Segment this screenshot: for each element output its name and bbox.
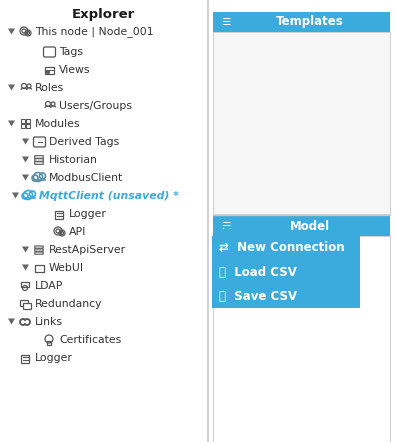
- Text: Modules: Modules: [35, 119, 81, 129]
- Text: ModbusClient: ModbusClient: [49, 173, 123, 183]
- FancyBboxPatch shape: [46, 70, 49, 73]
- Polygon shape: [8, 28, 15, 34]
- Text: Model: Model: [290, 220, 329, 232]
- Polygon shape: [8, 121, 15, 126]
- Text: Logger: Logger: [69, 209, 107, 219]
- Polygon shape: [22, 264, 29, 271]
- Text: ⤓  Save CSV: ⤓ Save CSV: [219, 290, 297, 302]
- Text: Redundancy: Redundancy: [35, 299, 102, 309]
- Text: Templates: Templates: [276, 15, 343, 28]
- Text: Views: Views: [59, 65, 90, 75]
- Text: ⇄  New Connection: ⇄ New Connection: [219, 241, 344, 255]
- Text: Derived Tags: Derived Tags: [49, 137, 119, 147]
- Bar: [213, 12, 390, 32]
- Text: API: API: [69, 227, 87, 237]
- Text: RestApiServer: RestApiServer: [49, 245, 126, 255]
- Polygon shape: [22, 247, 29, 252]
- Bar: [213, 236, 390, 442]
- Text: Historian: Historian: [49, 155, 98, 165]
- Bar: [213, 32, 390, 214]
- Text: Tags: Tags: [59, 47, 83, 57]
- Polygon shape: [22, 175, 29, 180]
- Text: WebUI: WebUI: [49, 263, 84, 273]
- Polygon shape: [218, 225, 236, 236]
- Polygon shape: [8, 319, 15, 324]
- Polygon shape: [12, 193, 19, 198]
- Polygon shape: [8, 84, 15, 91]
- Text: MqttClient (unsaved) *: MqttClient (unsaved) *: [39, 191, 179, 201]
- Text: ☰: ☰: [221, 221, 230, 231]
- Text: LDAP: LDAP: [35, 281, 63, 291]
- Text: This node | Node_001: This node | Node_001: [35, 27, 154, 38]
- Bar: [213, 216, 390, 236]
- Polygon shape: [22, 138, 29, 145]
- Text: Users/Groups: Users/Groups: [59, 101, 132, 111]
- Text: Explorer: Explorer: [72, 8, 135, 21]
- Text: ⤒  Load CSV: ⤒ Load CSV: [219, 266, 297, 278]
- Bar: [212, 236, 360, 308]
- FancyBboxPatch shape: [23, 303, 31, 309]
- Text: Roles: Roles: [35, 83, 64, 93]
- Text: Certificates: Certificates: [59, 335, 121, 345]
- Polygon shape: [22, 156, 29, 163]
- Text: Logger: Logger: [35, 353, 73, 363]
- Text: ☰: ☰: [221, 17, 230, 27]
- Text: Links: Links: [35, 317, 63, 327]
